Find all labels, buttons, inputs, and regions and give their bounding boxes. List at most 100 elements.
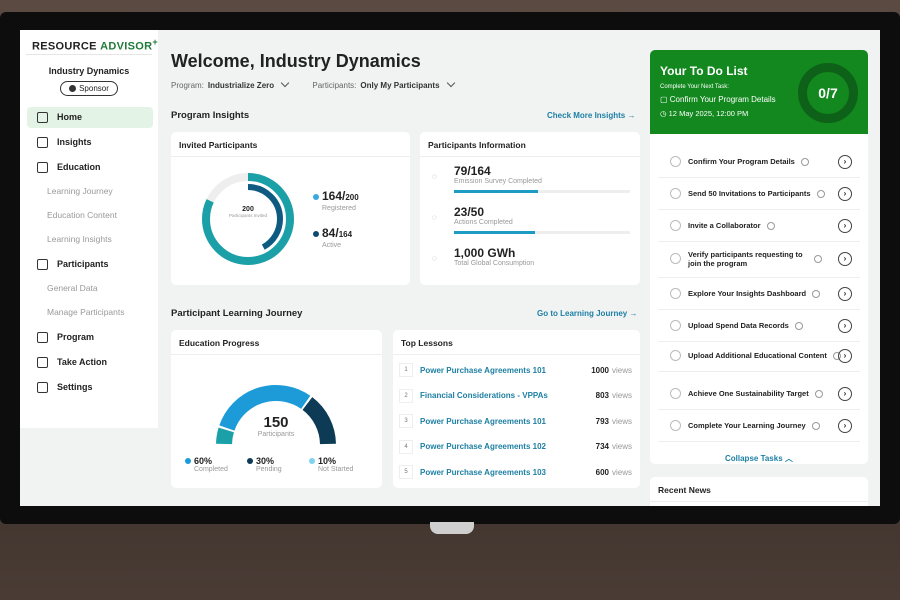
card-title: Education Progress: [171, 330, 382, 355]
chart-icon: [37, 137, 48, 148]
todo-panel: Your To Do List Complete Your Next Task:…: [650, 50, 868, 464]
todo-header: Your To Do List Complete Your Next Task:…: [650, 50, 868, 134]
sidebar-item-education[interactable]: Education: [27, 157, 153, 178]
task-checkbox[interactable]: [670, 320, 681, 331]
donut-center: 200 Participants Invited: [228, 206, 268, 218]
go-to-learning-journey-link[interactable]: Go to Learning Journey →: [537, 309, 638, 318]
task-item[interactable]: Explore Your Insights Dashboard ›: [658, 278, 860, 310]
lesson-row[interactable]: 3 Power Purchase Agreements 101 793 views: [399, 411, 632, 431]
check-more-insights-link[interactable]: Check More Insights →: [547, 111, 636, 120]
sidebar-item-insights[interactable]: Insights: [27, 132, 153, 153]
help-icon[interactable]: [794, 321, 803, 330]
task-checkbox[interactable]: [670, 156, 681, 167]
gear-icon: [37, 382, 48, 393]
chevron-right-icon[interactable]: ›: [838, 418, 852, 433]
task-checkbox[interactable]: [670, 253, 681, 264]
stat-icon: ◌: [432, 254, 437, 263]
chevron-right-icon[interactable]: ›: [838, 186, 852, 201]
task-item[interactable]: Verify participants requesting to join t…: [658, 240, 860, 278]
puzzle-icon: [37, 357, 48, 368]
gauge-segment: [219, 385, 311, 431]
monitor-stand: [430, 522, 474, 534]
help-icon[interactable]: [800, 157, 809, 166]
sidebar-subitem[interactable]: General Data: [47, 283, 98, 293]
top-lessons-card: Top Lessons 1 Power Purchase Agreements 1…: [393, 330, 640, 488]
chevron-right-icon[interactable]: ›: [838, 218, 852, 233]
chevron-down-icon[interactable]: [280, 78, 290, 88]
filters: Program: Industrialize Zero Participants:…: [171, 78, 476, 90]
sidebar-subitem[interactable]: Education Content: [47, 210, 117, 220]
chevron-down-icon[interactable]: [446, 78, 455, 88]
task-checkbox[interactable]: [670, 288, 681, 299]
task-item[interactable]: Upload Additional Educational Content ›: [658, 340, 860, 372]
task-item[interactable]: Complete Your Learning Journey ›: [658, 410, 860, 442]
lesson-row[interactable]: 1 Power Purchase Agreements 101 1000 views: [399, 360, 632, 380]
task-checkbox[interactable]: [670, 350, 681, 361]
help-icon[interactable]: [814, 254, 822, 263]
task-item[interactable]: Upload Spend Data Records ›: [658, 310, 860, 342]
registered-stat: 164/200 Registered: [313, 187, 359, 212]
todo-progress-ring: 0/7: [798, 63, 858, 123]
task-checkbox[interactable]: [670, 188, 681, 199]
due-date: ◷ 12 May 2025, 12:00 PM: [660, 109, 749, 118]
help-icon[interactable]: [766, 221, 775, 230]
sidebar-item-participants[interactable]: Participants: [27, 254, 153, 275]
todo-title: Your To Do List: [660, 64, 748, 78]
active-stat: 84/164 Active: [313, 224, 352, 249]
chevron-right-icon[interactable]: ›: [838, 154, 852, 169]
lesson-row[interactable]: 5 Power Purchase Agreements 103 600 views: [399, 462, 632, 482]
help-icon[interactable]: [814, 389, 823, 398]
sidebar-subitem[interactable]: Manage Participants: [47, 307, 125, 317]
sidebar-item-program[interactable]: Program: [27, 327, 153, 348]
task-checkbox[interactable]: [670, 420, 681, 431]
collapse-tasks-button[interactable]: Collapse Tasks ︿: [725, 454, 793, 463]
lesson-link: Financial Considerations - VPPAs: [420, 391, 548, 400]
chevron-right-icon[interactable]: ›: [838, 386, 852, 401]
clock-icon: ◷: [660, 109, 667, 118]
task-item[interactable]: Invite a Collaborator ›: [658, 210, 860, 242]
legend-item: 60% Completed: [185, 456, 228, 473]
lesson-link: Power Purchase Agreements 101: [420, 416, 546, 426]
legend-item: 30% Pending: [247, 456, 282, 473]
stat-progress-bar: [454, 231, 630, 234]
program-select[interactable]: Industrialize Zero: [207, 81, 275, 90]
gauge-segment: [302, 397, 336, 445]
sidebar-item-label: Program: [57, 332, 95, 342]
lesson-row[interactable]: 2 Financial Considerations - VPPAs 803 view…: [399, 386, 632, 406]
sidebar-subitem[interactable]: Learning Insights: [47, 234, 112, 244]
invited-donut: [202, 173, 294, 265]
chevron-right-icon[interactable]: ›: [838, 318, 852, 333]
participants-select[interactable]: Only My Participants: [360, 81, 440, 90]
task-checkbox[interactable]: [670, 220, 681, 231]
sidebar-item-settings[interactable]: Settings: [27, 377, 153, 398]
sidebar-item-take-action[interactable]: Take Action: [27, 352, 153, 373]
sidebar-item-label: Participants: [57, 259, 109, 269]
stat: 79/164 Emission Survey Completed: [454, 164, 542, 185]
registered-arc: [202, 173, 294, 265]
sidebar-subitem[interactable]: Learning Journey: [47, 186, 113, 196]
stat-icon: ◌: [432, 213, 437, 222]
help-icon[interactable]: [812, 289, 821, 298]
role-badge: Sponsor: [60, 81, 118, 96]
page-title: Welcome, Industry Dynamics: [171, 51, 421, 71]
stat: 1,000 GWh Total Global Consumption: [454, 246, 535, 267]
lesson-link: Power Purchase Agreements 102: [420, 442, 546, 451]
book-icon: [37, 162, 48, 173]
stat-progress-bar: [454, 190, 630, 193]
chevron-right-icon[interactable]: ›: [838, 348, 852, 363]
next-task-link[interactable]: ▢ Confirm Your Program Details: [660, 95, 776, 104]
chevron-right-icon[interactable]: ›: [838, 251, 852, 266]
help-icon[interactable]: [811, 421, 820, 430]
task-item[interactable]: Achieve One Sustainability Target ›: [658, 378, 860, 410]
invited-participants-card: Invited Participants 200 Participants In…: [171, 132, 410, 285]
task-checkbox[interactable]: [670, 388, 681, 399]
chevron-right-icon[interactable]: ›: [838, 286, 852, 301]
divider: [26, 54, 152, 55]
lesson-row[interactable]: 4 Power Purchase Agreements 102 734 views: [399, 437, 632, 457]
task-item[interactable]: Send 50 Invitations to Participants ›: [658, 178, 860, 210]
sidebar-item-home[interactable]: Home: [27, 107, 153, 128]
task-item[interactable]: Confirm Your Program Details ›: [658, 146, 860, 178]
help-icon[interactable]: [816, 189, 825, 198]
sidebar-item-label: Settings: [57, 382, 93, 392]
gauge-center: 150 Participants: [257, 414, 295, 438]
